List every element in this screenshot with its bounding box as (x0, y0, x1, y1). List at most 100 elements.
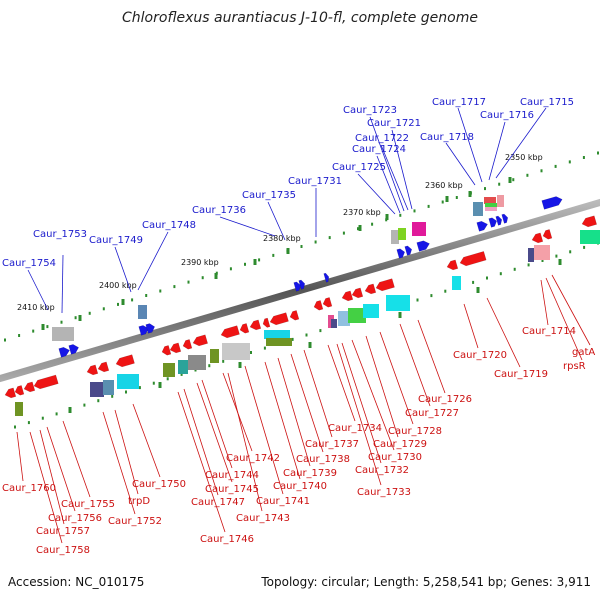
rna-feature (473, 202, 483, 216)
label-line (219, 216, 276, 237)
label-line (495, 107, 547, 179)
track-dot (229, 267, 232, 271)
gene-forward-feature (145, 323, 155, 334)
gene-label-trpd: trpD (128, 496, 150, 507)
gene-label-caur-1756: Caur_1756 (48, 513, 102, 524)
gene-reverse-feature (269, 312, 289, 326)
rna-feature (52, 327, 74, 341)
track-dot (455, 196, 458, 199)
gene-label-caur-1736: Caur_1736 (192, 205, 246, 216)
gene-label-caur-1728: Caur_1728 (388, 426, 442, 437)
label-line (486, 297, 521, 368)
label-line (303, 349, 333, 438)
track-dot (512, 178, 515, 182)
gene-reverse-feature (375, 278, 395, 292)
rna-feature (484, 197, 496, 204)
label-line (264, 361, 301, 480)
tick-label-2400: 2400 kbp (99, 281, 137, 290)
gene-label-caur-1745: Caur_1745 (205, 484, 259, 495)
gene-label-caur-1753: Caur_1753 (33, 229, 87, 240)
track-dot (97, 399, 100, 403)
major-tick (468, 191, 472, 197)
gene-label-caur-1729: Caur_1729 (373, 439, 427, 450)
label-line (488, 121, 506, 181)
major-tick (41, 324, 45, 330)
track-dot (83, 403, 86, 407)
track-dot (201, 276, 204, 280)
genome-info-label: Topology: circular; Length: 5,258,541 bp… (261, 575, 591, 589)
track-dot (180, 372, 183, 376)
track-dot (4, 338, 6, 342)
rna-feature (222, 343, 250, 360)
track-dot (328, 236, 331, 240)
gene-label-caur-1726: Caur_1726 (418, 394, 472, 405)
gene-label-caur-1755: Caur_1755 (61, 499, 115, 510)
label-line (540, 279, 549, 326)
track-dot (173, 285, 176, 289)
gene-forward-feature (541, 196, 563, 210)
track-dot (46, 325, 49, 329)
label-line (114, 409, 139, 495)
rna-feature (178, 360, 188, 374)
label-line (227, 372, 263, 512)
gene-label-caur-1716: Caur_1716 (480, 110, 534, 121)
gene-forward-feature (501, 213, 509, 224)
tick-label-2410: 2410 kbp (17, 303, 55, 312)
tick-label-2390: 2390 kbp (181, 258, 219, 267)
rna-feature (528, 248, 534, 262)
track-dot (541, 259, 544, 262)
track-dot (597, 151, 599, 155)
label-line (551, 274, 591, 346)
label-line (102, 411, 136, 515)
rna-feature (386, 295, 410, 311)
gene-reverse-feature (86, 364, 99, 376)
major-tick (358, 225, 362, 231)
track-dot (555, 254, 558, 258)
label-line (132, 403, 161, 478)
tick-layer: 2350 kbp 2360 kbp 2370 kbp 2380 kbp 2390 kbp… (4, 151, 599, 429)
major-tick (558, 259, 562, 265)
rna-feature (580, 230, 600, 244)
track-dot (145, 294, 148, 297)
gene-label-caur-1744: Caur_1744 (205, 470, 259, 481)
gene-reverse-feature (239, 323, 250, 334)
track-dot (357, 227, 359, 231)
gene-forward-feature (495, 215, 503, 226)
track-dot (540, 169, 543, 173)
major-tick (121, 299, 125, 305)
gene-forward-feature (138, 325, 149, 336)
rna-feature (485, 203, 497, 207)
track-dot (569, 250, 572, 254)
label-line (201, 379, 233, 469)
rna-feature (412, 222, 426, 236)
track-dot (159, 289, 162, 293)
gene-reverse-feature (446, 259, 459, 271)
gene-label-caur-1723: Caur_1723 (343, 105, 397, 116)
rna-feature (331, 319, 337, 328)
gene-label-caur-1719: Caur_1719 (494, 369, 548, 380)
gene-label-caur-1748: Caur_1748 (142, 220, 196, 231)
track-dot (60, 320, 63, 324)
label-line (137, 231, 169, 291)
label-line (196, 382, 233, 483)
gene-label-gata: gatA (572, 347, 595, 358)
track-dot (513, 267, 516, 271)
tick-label-2370: 2370 kbp (343, 208, 381, 217)
rna-feature (264, 330, 290, 339)
gene-forward-feature (68, 344, 79, 355)
track-dot (416, 298, 419, 302)
track-dot (117, 302, 119, 306)
gene-reverse-feature (364, 283, 377, 295)
gene-label-caur-1731: Caur_1731 (288, 176, 342, 187)
track-dot (125, 390, 127, 394)
label-line (341, 342, 382, 464)
accession-label: Accession: NC_010175 (8, 575, 145, 589)
rna-feature (266, 338, 292, 346)
gene-label-caur-1742: Caur_1742 (226, 453, 280, 464)
gene-reverse-feature (23, 381, 36, 393)
track-dot (88, 311, 91, 315)
gene-label-caur-1725: Caur_1725 (332, 162, 386, 173)
label-line (61, 254, 64, 314)
major-tick (78, 315, 82, 321)
major-tick (158, 382, 162, 388)
